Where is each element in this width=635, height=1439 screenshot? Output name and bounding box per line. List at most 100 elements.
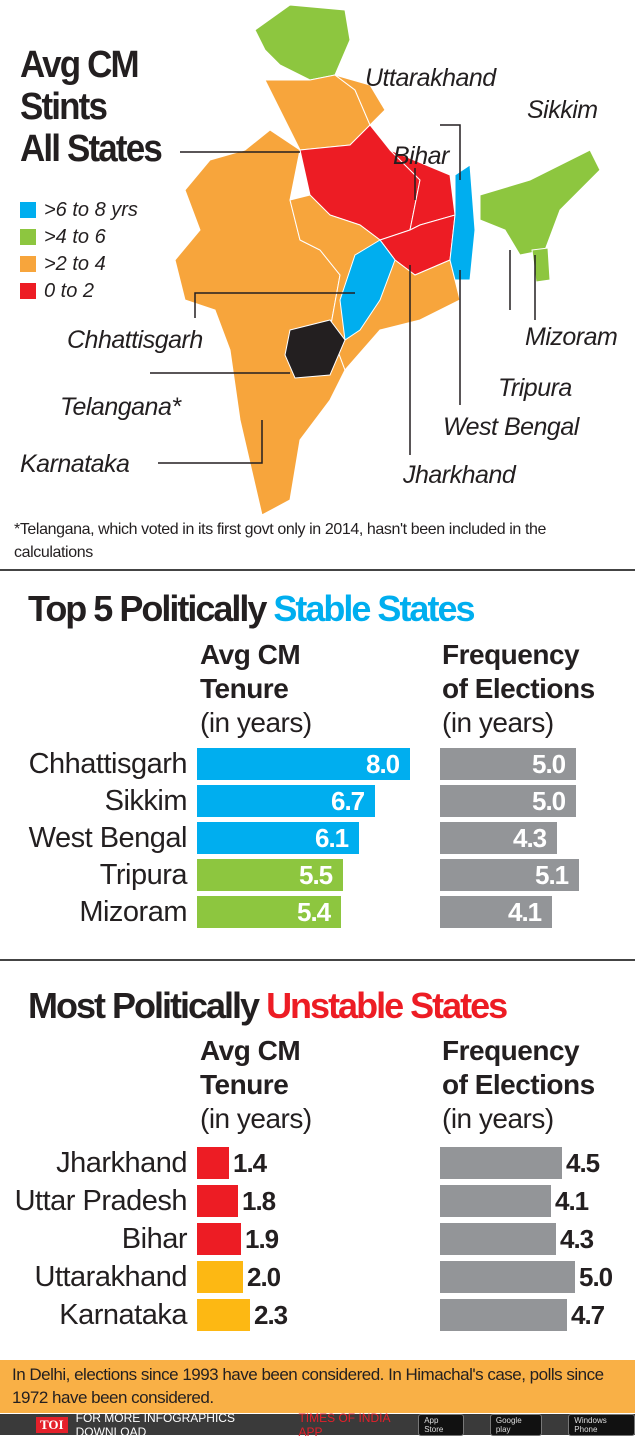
legend-label: 0 to 2 (44, 279, 95, 302)
chart-row: Mizoram 5.4 4.1 (0, 896, 635, 928)
chart-row: Karnataka 2.3 4.7 (0, 1299, 635, 1331)
header-line: of Elections (442, 673, 595, 704)
map-label-sikkim: Sikkim (527, 96, 598, 124)
header-line: Tenure (200, 1069, 289, 1100)
divider (0, 959, 635, 961)
chart-row: West Bengal 6.1 4.3 (0, 822, 635, 854)
bar (197, 822, 359, 854)
bar (197, 785, 375, 817)
data-label: 2.3 (254, 1300, 288, 1330)
chart-row: Uttar Pradesh 1.8 4.1 (0, 1185, 635, 1217)
bar (197, 859, 343, 891)
data-label: 6.1 (315, 823, 349, 853)
header-line: Tenure (200, 673, 289, 704)
category-label: Sikkim (104, 785, 188, 817)
chart-title: Top 5 Politically Stable States (28, 588, 475, 630)
app-store-badge[interactable]: App Store (418, 1413, 464, 1436)
data-label: 4.5 (566, 1148, 600, 1178)
data-label: 1.9 (245, 1224, 279, 1254)
legend-swatch (20, 229, 36, 245)
chart-row: Sikkim 6.7 5.0 (0, 785, 635, 817)
map-label-karnataka: Karnataka (20, 450, 130, 478)
google-play-badge[interactable]: Google play (489, 1413, 543, 1436)
bar (440, 748, 576, 780)
map-title-line: Avg CM (20, 44, 140, 86)
bar (440, 822, 557, 854)
data-label: 5.0 (532, 786, 566, 816)
data-label: 4.3 (560, 1224, 594, 1254)
map-label-west-bengal: West Bengal (443, 413, 579, 441)
toi-logo: TOI (36, 1416, 68, 1433)
chart-row: Chhattisgarh 8.0 5.0 (0, 748, 635, 780)
map-footnote: *Telangana, which voted in its first gov… (14, 521, 546, 561)
note-box: In Delhi, elections since 1993 have been… (0, 1360, 635, 1413)
column-header: Avg CM Tenure (in years) (200, 638, 312, 740)
bar (197, 1185, 238, 1217)
category-label: Uttar Pradesh (14, 1185, 188, 1217)
bar (197, 1261, 243, 1293)
map-title: Avg CM Stints All States (20, 44, 163, 170)
bar (197, 896, 341, 928)
legend-item: >2 to 4 (20, 252, 106, 276)
legend-swatch (20, 202, 36, 218)
header-unit: (in years) (200, 1103, 312, 1134)
bar (197, 1223, 241, 1255)
data-label: 5.0 (532, 749, 566, 779)
header-line: Avg CM (200, 639, 301, 670)
map-label-uttarakhand: Uttarakhand (365, 64, 496, 92)
legend-item: >6 to 8 yrs (20, 198, 138, 222)
header-unit: (in years) (200, 707, 312, 738)
data-label: 4.7 (571, 1300, 605, 1330)
legend-item: >4 to 6 (20, 225, 106, 249)
category-label: Tripura (99, 859, 188, 891)
map-label-tripura: Tripura (498, 374, 572, 402)
column-header: Avg CM Tenure (in years) (200, 1034, 312, 1136)
category-label: Bihar (121, 1223, 188, 1255)
map-region-uttarakhand (334, 74, 386, 126)
data-label: 5.0 (579, 1262, 613, 1292)
footer-app-link[interactable]: TIMES OF INDIA APP (298, 1410, 390, 1439)
chart-title-accent: Stable States (273, 588, 475, 629)
bar (440, 1299, 567, 1331)
map-region-wb (449, 164, 476, 281)
map-region-telangana (284, 319, 346, 379)
map-region-jk (254, 4, 351, 81)
chart-row: Jharkhand 1.4 4.5 (0, 1147, 635, 1179)
legend-label: >6 to 8 yrs (44, 198, 138, 221)
data-label: 4.1 (555, 1186, 589, 1216)
bar (440, 1223, 556, 1255)
header-line: Frequency (442, 1035, 580, 1066)
bar (197, 1299, 250, 1331)
map-title-line: All States (20, 128, 163, 170)
category-label: Mizoram (79, 896, 187, 928)
chart-title-main: Top 5 Politically (28, 588, 274, 629)
header-line: of Elections (442, 1069, 595, 1100)
category-label: Karnataka (59, 1299, 187, 1331)
map-label-jharkhand: Jharkhand (403, 461, 516, 489)
map-title-line: Stints (20, 86, 108, 128)
category-label: Chhattisgarh (28, 748, 188, 780)
windows-phone-badge[interactable]: Windows Phone (568, 1413, 635, 1436)
map-region-chhattisgarh (339, 239, 396, 341)
column-header: Frequency of Elections (in years) (442, 638, 595, 740)
header-unit: (in years) (442, 707, 554, 738)
header-line: Avg CM (200, 1035, 301, 1066)
data-label: 8.0 (366, 749, 400, 779)
legend-label: >2 to 4 (44, 252, 106, 275)
header-line: Frequency (442, 639, 580, 670)
chart-row: Tripura 5.5 5.1 (0, 859, 635, 891)
chart-row: Bihar 1.9 4.3 (0, 1223, 635, 1255)
category-label: Jharkhand (56, 1147, 187, 1179)
leader-lines (150, 124, 536, 464)
legend-item: 0 to 2 (20, 279, 94, 303)
bar (440, 785, 576, 817)
data-label: 4.1 (508, 897, 542, 927)
bar (197, 748, 410, 780)
data-label: 1.4 (233, 1148, 267, 1178)
bar (440, 1147, 562, 1179)
bar (440, 896, 552, 928)
map-label-mizoram: Mizoram (525, 323, 618, 351)
map-label-telangana: Telangana* (60, 393, 181, 421)
divider (0, 569, 635, 571)
footer-bar: TOI FOR MORE INFOGRAPHICS DOWNLOAD TIMES… (0, 1411, 635, 1439)
